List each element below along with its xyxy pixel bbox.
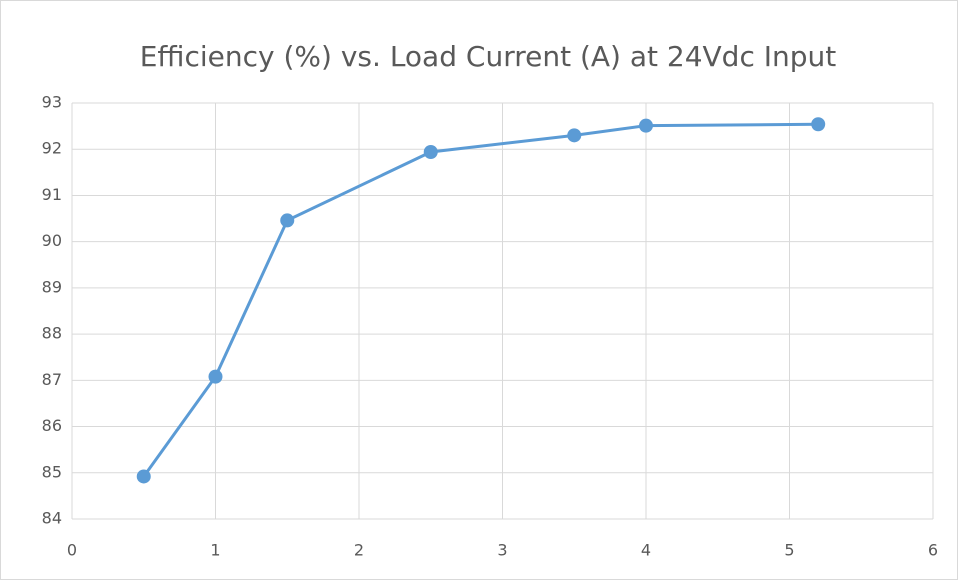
x-tick-label: 6 — [928, 541, 938, 560]
data-point — [136, 469, 151, 484]
data-point — [639, 118, 653, 133]
x-tick-label: 1 — [210, 541, 220, 560]
y-tick-label: 93 — [42, 93, 62, 112]
y-tick-label: 90 — [42, 231, 62, 250]
y-tick-label: 87 — [42, 370, 62, 389]
data-point — [811, 117, 826, 132]
y-tick-label: 85 — [42, 462, 62, 481]
x-tick-label: 4 — [641, 541, 651, 560]
x-tick-label: 3 — [497, 541, 507, 560]
y-tick-label: 88 — [42, 324, 62, 343]
y-tick-label: 84 — [42, 509, 62, 528]
x-tick-label: 5 — [784, 541, 794, 560]
y-tick-label: 91 — [42, 185, 62, 204]
chart-title: Efficiency (%) vs. Load Current (A) at 2… — [140, 40, 837, 73]
y-tick-label: 92 — [42, 139, 62, 158]
data-point — [208, 369, 223, 384]
x-tick-label: 2 — [354, 541, 364, 560]
y-tick-label: 89 — [42, 277, 62, 296]
x-tick-label: 0 — [67, 541, 77, 560]
data-point — [567, 128, 582, 143]
data-point — [280, 213, 295, 228]
y-tick-label: 86 — [42, 416, 62, 435]
data-point — [423, 144, 438, 159]
